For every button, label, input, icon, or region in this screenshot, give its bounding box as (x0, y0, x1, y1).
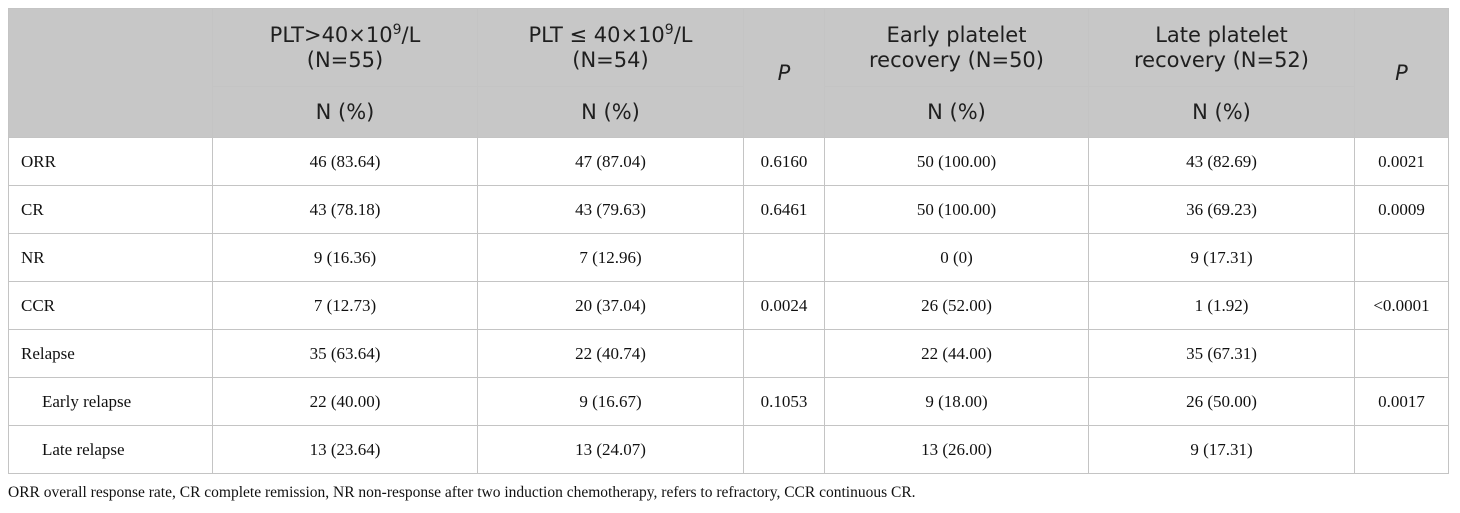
plt-high-cell: 22 (40.00) (212, 377, 478, 426)
early-recovery-cell: 22 (44.00) (824, 329, 1089, 378)
plt-low-cell: 20 (37.04) (477, 281, 744, 330)
table-footnote: ORR overall response rate, CR complete r… (8, 484, 916, 501)
table-row: NR 9 (16.36) 7 (12.96) 0 (0) 9 (17.31) (8, 233, 1449, 282)
header-plt-high-sup: 9 (392, 21, 402, 38)
row-label: Relapse (8, 329, 213, 378)
table-row: Relapse 35 (63.64) 22 (40.74) 22 (44.00) 35 … (8, 329, 1449, 378)
table-row: CCR 7 (12.73) 20 (37.04) 0.0024 26 (52.00) 1 … (8, 281, 1449, 330)
late-recovery-cell: 9 (17.31) (1088, 233, 1355, 282)
table-row: CR 43 (78.18) 43 (79.63) 0.6461 50 (100.00) 3… (8, 185, 1449, 234)
header-plt-high: PLT>40×109/L (N=55) (212, 8, 478, 87)
plt-low-cell: 7 (12.96) (477, 233, 744, 282)
late-recovery-cell: 43 (82.69) (1088, 137, 1355, 186)
p-value-1-cell: 0.6461 (743, 185, 825, 234)
header-late-line1: Late platelet (1155, 22, 1288, 47)
p-value-1-cell: 0.1053 (743, 377, 825, 426)
header-plt-low-n: (N=54) (572, 47, 649, 72)
table-row: ORR 46 (83.64) 47 (87.04) 0.6160 50 (100.00)… (8, 137, 1449, 186)
p-value-2-cell: <0.0001 (1354, 281, 1449, 330)
header-early-recovery: Early platelet recovery (N=50) (824, 8, 1089, 87)
subheader-n-pct: N (%) (824, 86, 1089, 138)
table-header: PLT>40×109/L (N=55) PLT ≤ 40×109/L (N=54… (8, 8, 1449, 138)
table-row: Early relapse 22 (40.00) 9 (16.67) 0.1053 9 … (8, 377, 1449, 426)
header-empty-cell (8, 8, 213, 138)
late-recovery-cell: 26 (50.00) (1088, 377, 1355, 426)
plt-high-cell: 46 (83.64) (212, 137, 478, 186)
plt-high-cell: 35 (63.64) (212, 329, 478, 378)
late-recovery-cell: 1 (1.92) (1088, 281, 1355, 330)
p-value-2-cell: 0.0009 (1354, 185, 1449, 234)
results-table: PLT>40×109/L (N=55) PLT ≤ 40×109/L (N=54… (8, 8, 1449, 474)
subheader-n-pct: N (%) (212, 86, 478, 138)
header-plt-high-suffix: /L (401, 22, 421, 47)
p-value-2-cell (1354, 233, 1449, 282)
row-label: CR (8, 185, 213, 234)
row-label: NR (8, 233, 213, 282)
early-recovery-cell: 9 (18.00) (824, 377, 1089, 426)
header-early-line1: Early platelet (886, 22, 1027, 47)
plt-low-cell: 22 (40.74) (477, 329, 744, 378)
p-value-1-cell: 0.6160 (743, 137, 825, 186)
row-label: CCR (8, 281, 213, 330)
header-p-value-1: P (743, 8, 825, 138)
header-plt-low: PLT ≤ 40×109/L (N=54) (477, 8, 744, 87)
header-row: PLT>40×109/L (N=55) PLT ≤ 40×109/L (N=54… (8, 8, 1449, 138)
header-late-recovery: Late platelet recovery (N=52) (1088, 8, 1355, 87)
subheader-row: N (%) N (%) N (%) N (%) (9, 86, 1449, 138)
p-value-1-cell (743, 329, 825, 378)
plt-high-cell: 7 (12.73) (212, 281, 478, 330)
late-recovery-cell: 9 (17.31) (1088, 425, 1355, 474)
early-recovery-cell: 13 (26.00) (824, 425, 1089, 474)
early-recovery-cell: 26 (52.00) (824, 281, 1089, 330)
late-recovery-cell: 35 (67.31) (1088, 329, 1355, 378)
subheader-n-pct: N (%) (1088, 86, 1355, 138)
header-plt-high-n: (N=55) (306, 47, 384, 72)
row-label: Early relapse (8, 377, 213, 426)
plt-high-cell: 9 (16.36) (212, 233, 478, 282)
plt-low-cell: 43 (79.63) (477, 185, 744, 234)
p-value-1-cell (743, 233, 825, 282)
header-plt-low-prefix: PLT ≤ 40×10 (528, 22, 665, 47)
p-value-2-cell: 0.0017 (1354, 377, 1449, 426)
p-value-2-cell (1354, 425, 1449, 474)
header-plt-low-sup: 9 (664, 21, 674, 38)
header-plt-low-suffix: /L (673, 22, 693, 47)
plt-low-cell: 9 (16.67) (477, 377, 744, 426)
row-label: ORR (8, 137, 213, 186)
header-plt-high-prefix: PLT>40×10 (269, 22, 393, 47)
table-row: Late relapse 13 (23.64) 13 (24.07) 13 (26.0… (8, 425, 1449, 474)
p-value-2-cell (1354, 329, 1449, 378)
row-label: Late relapse (8, 425, 213, 474)
early-recovery-cell: 50 (100.00) (824, 137, 1089, 186)
plt-low-cell: 13 (24.07) (477, 425, 744, 474)
header-late-line2: recovery (N=52) (1134, 47, 1309, 72)
plt-high-cell: 13 (23.64) (212, 425, 478, 474)
plt-low-cell: 47 (87.04) (477, 137, 744, 186)
late-recovery-cell: 36 (69.23) (1088, 185, 1355, 234)
p-value-1-cell (743, 425, 825, 474)
p-value-1-cell: 0.0024 (743, 281, 825, 330)
header-p-value-2: P (1354, 8, 1449, 138)
p-value-2-cell: 0.0021 (1354, 137, 1449, 186)
subheader-n-pct: N (%) (477, 86, 744, 138)
early-recovery-cell: 50 (100.00) (824, 185, 1089, 234)
table-body: ORR 46 (83.64) 47 (87.04) 0.6160 50 (100.00)… (8, 137, 1449, 474)
plt-high-cell: 43 (78.18) (212, 185, 478, 234)
early-recovery-cell: 0 (0) (824, 233, 1089, 282)
header-early-line2: recovery (N=50) (869, 47, 1044, 72)
